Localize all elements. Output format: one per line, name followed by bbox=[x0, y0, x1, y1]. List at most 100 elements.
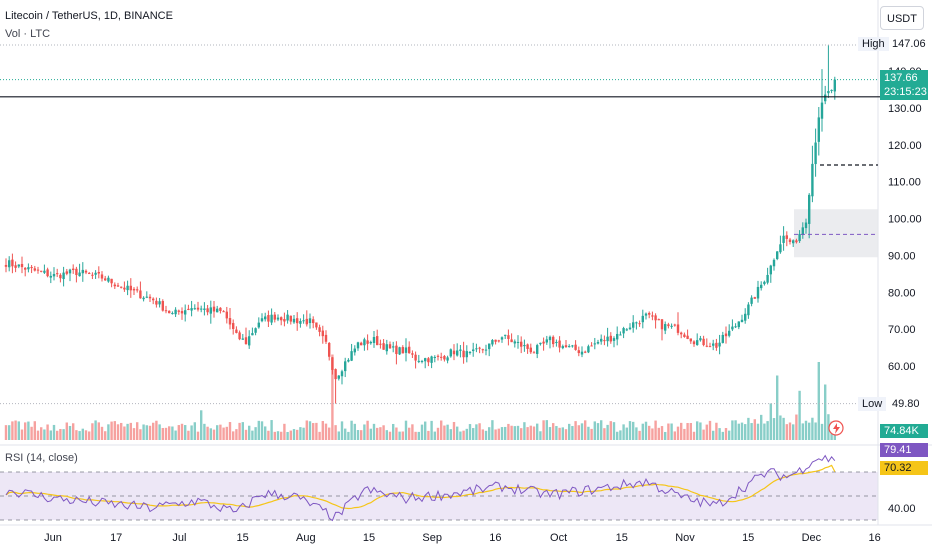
volume-bar bbox=[753, 419, 756, 440]
candle-body bbox=[286, 314, 289, 321]
volume-bar bbox=[584, 420, 587, 440]
volume-bar bbox=[11, 421, 14, 440]
volume-bar bbox=[344, 428, 347, 440]
candle-body bbox=[200, 308, 203, 310]
candle-body bbox=[148, 296, 152, 299]
candle-body bbox=[772, 259, 776, 267]
volume-bar bbox=[270, 420, 273, 440]
volume-bar bbox=[72, 423, 75, 440]
candle-body bbox=[568, 346, 571, 348]
volume-bar bbox=[296, 429, 299, 440]
candle-body bbox=[737, 321, 740, 328]
candle-body bbox=[446, 357, 449, 361]
candle-body bbox=[638, 323, 641, 325]
time-tick-label: 15 bbox=[742, 532, 754, 544]
volume-bar bbox=[110, 421, 113, 440]
candle-body bbox=[536, 345, 539, 354]
volume-bar bbox=[587, 426, 590, 440]
candle-body bbox=[785, 235, 788, 239]
volume-bar bbox=[4, 425, 8, 440]
volume-bar bbox=[289, 430, 292, 440]
candle-body bbox=[244, 337, 248, 345]
volume-bar bbox=[395, 427, 398, 440]
candle-body bbox=[462, 350, 465, 358]
volume-bar bbox=[824, 384, 827, 440]
candle-body bbox=[523, 344, 526, 347]
candle-body bbox=[97, 271, 100, 274]
volume-bar bbox=[542, 420, 545, 440]
candle-body bbox=[155, 300, 158, 305]
candle-body bbox=[84, 270, 88, 273]
candle-body bbox=[52, 273, 56, 277]
candle-body bbox=[334, 369, 337, 380]
volume-bar bbox=[283, 423, 286, 440]
price-tick-label: 120.00 bbox=[888, 140, 922, 152]
candle-body bbox=[196, 307, 200, 310]
candle-body bbox=[744, 313, 747, 321]
candle-body bbox=[641, 315, 644, 323]
candle-body bbox=[78, 272, 81, 277]
low-value: 49.80 bbox=[892, 398, 920, 410]
volume-bar bbox=[356, 430, 360, 440]
volume-bar bbox=[353, 423, 356, 440]
candle-body bbox=[8, 260, 11, 268]
volume-bar bbox=[616, 431, 619, 440]
volume-bar bbox=[564, 429, 568, 440]
volume-bar bbox=[200, 410, 203, 440]
candle-body bbox=[468, 352, 472, 354]
volume-bar bbox=[97, 422, 100, 440]
volume-bar bbox=[654, 420, 657, 440]
candle-body bbox=[100, 274, 104, 279]
candle-body bbox=[212, 306, 216, 312]
candle-body bbox=[708, 346, 712, 348]
volume-bar bbox=[680, 422, 683, 440]
candle-body bbox=[20, 263, 24, 268]
candle-body bbox=[529, 347, 532, 353]
volume-bar bbox=[113, 421, 116, 440]
volume-bar bbox=[737, 423, 740, 440]
volume-bar bbox=[430, 420, 433, 440]
volume-bar bbox=[507, 423, 510, 440]
candle-body bbox=[590, 345, 593, 347]
candle-body bbox=[811, 163, 814, 197]
candle-body bbox=[88, 273, 91, 275]
rsi-value-badge: 79.41 bbox=[880, 443, 928, 457]
volume-bar bbox=[244, 429, 248, 440]
volume-bar bbox=[369, 428, 372, 440]
volume-bar bbox=[683, 428, 686, 440]
candle-body bbox=[46, 269, 49, 277]
volume-bar bbox=[443, 425, 446, 440]
candle-body bbox=[385, 344, 388, 352]
candle-body bbox=[452, 350, 456, 355]
volume-bar bbox=[312, 423, 315, 440]
volume-bar bbox=[465, 428, 468, 440]
volume-bar bbox=[174, 430, 177, 440]
volume-bar bbox=[632, 421, 635, 440]
volume-bar bbox=[27, 421, 30, 440]
volume-bar bbox=[459, 431, 462, 440]
candle-body bbox=[369, 341, 372, 344]
volume-bar bbox=[619, 430, 622, 440]
volume-bar bbox=[363, 424, 366, 440]
candle-body bbox=[206, 308, 209, 313]
volume-bar bbox=[785, 424, 788, 440]
candle-body bbox=[622, 328, 625, 334]
volume-bar bbox=[500, 427, 504, 440]
last-price-value: 137.66 bbox=[884, 72, 918, 84]
volume-bar bbox=[350, 420, 353, 440]
candle-body bbox=[801, 227, 804, 236]
volume-bar bbox=[744, 424, 747, 440]
candle-body bbox=[337, 375, 340, 379]
candle-body bbox=[606, 336, 609, 342]
candle-body bbox=[193, 308, 196, 310]
candle-body bbox=[753, 297, 756, 299]
candle-body bbox=[107, 277, 110, 282]
currency-selector-button[interactable]: USDT bbox=[880, 6, 924, 30]
volume-bar bbox=[203, 423, 206, 440]
volume-bar bbox=[520, 428, 523, 440]
candle-body bbox=[116, 285, 120, 287]
candle-body bbox=[36, 269, 40, 271]
candle-body bbox=[814, 142, 817, 165]
rsi-ma-value-badge: 70.32 bbox=[880, 461, 928, 475]
